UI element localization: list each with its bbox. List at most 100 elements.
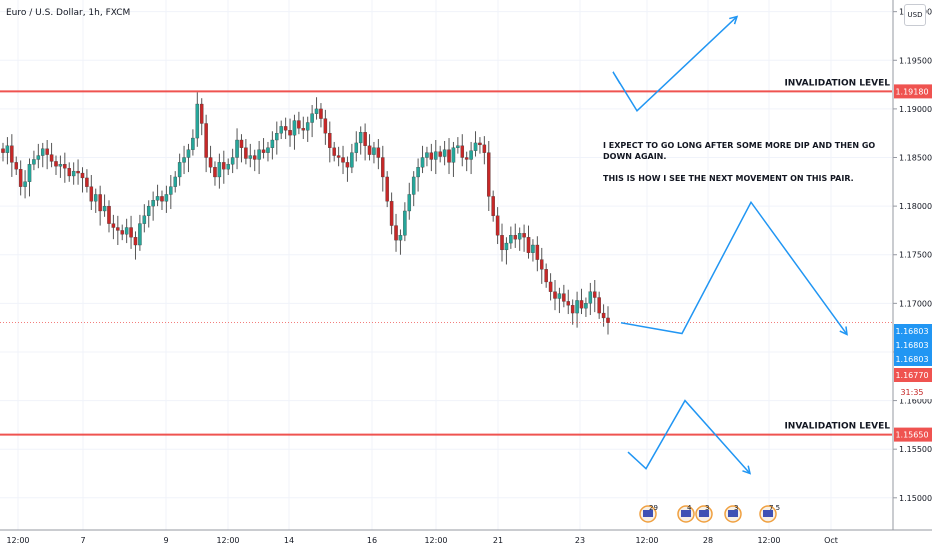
- candle-body: [186, 149, 191, 158]
- candle-body: [394, 225, 398, 241]
- candle: [376, 139, 381, 170]
- candle-body: [464, 157, 469, 160]
- event-icon[interactable]: 29: [639, 504, 658, 523]
- candle-body: [597, 297, 601, 314]
- candle-body: [270, 139, 275, 148]
- candle: [593, 280, 597, 313]
- candle-body: [367, 145, 372, 155]
- candle-body: [155, 196, 160, 201]
- candle-body: [71, 170, 76, 177]
- candle-body: [32, 159, 36, 165]
- y-tick-label: 1.18500: [899, 154, 932, 163]
- scenario-path[interactable]: [612, 15, 738, 113]
- candle-body: [80, 172, 85, 179]
- candle-body: [27, 164, 32, 182]
- candle: [252, 149, 257, 172]
- candle: [566, 289, 571, 315]
- candle-body: [133, 237, 138, 246]
- price-axis[interactable]: 1.200001.195001.190001.185001.180001.175…: [892, 0, 932, 530]
- candle-body: [526, 237, 531, 253]
- candle: [235, 128, 239, 170]
- x-tick-label: 14: [284, 536, 294, 545]
- candle: [398, 229, 403, 255]
- candle-body: [566, 301, 571, 306]
- candle-body: [301, 128, 306, 131]
- candle: [45, 140, 49, 170]
- candle: [239, 134, 244, 163]
- candle-body: [23, 181, 27, 187]
- event-icon[interactable]: 4: [677, 504, 695, 523]
- event-icon[interactable]: 3: [695, 504, 713, 523]
- event-icon[interactable]: 7 5: [759, 504, 780, 523]
- candle-body: [350, 152, 354, 168]
- candle-body: [314, 108, 319, 114]
- candle-body: [473, 142, 478, 151]
- currency-button[interactable]: USD: [904, 4, 926, 26]
- candle: [314, 97, 319, 120]
- candle-body: [588, 291, 593, 304]
- candle-body: [120, 230, 124, 235]
- candle-body: [177, 162, 182, 178]
- flag-field: [699, 510, 709, 517]
- candle: [266, 141, 270, 162]
- candle-body: [230, 157, 235, 165]
- price-tag: [894, 352, 932, 366]
- candle: [526, 225, 531, 259]
- candle: [341, 145, 345, 175]
- x-tick-label: Oct: [824, 536, 838, 545]
- candle: [447, 138, 451, 175]
- candle-body: [575, 300, 579, 314]
- event-icon[interactable]: 3: [724, 504, 742, 523]
- price-tag-label: 31:35: [900, 388, 923, 397]
- scenario-path[interactable]: [627, 399, 751, 474]
- candle: [23, 170, 27, 199]
- arrow-head: [839, 326, 848, 336]
- candle-body: [438, 151, 442, 157]
- candle-body: [288, 130, 292, 136]
- price-tag: [894, 368, 932, 382]
- candle: [80, 167, 85, 193]
- candle: [434, 140, 438, 175]
- candle-body: [513, 235, 518, 240]
- candle-body: [478, 142, 482, 146]
- candle: [292, 114, 297, 150]
- price-tag: [894, 324, 932, 338]
- candle-body: [151, 200, 155, 207]
- candlestick-series: [0, 92, 892, 335]
- arrow-head: [729, 15, 739, 25]
- scenario-path[interactable]: [620, 200, 848, 335]
- scenario-drawings[interactable]: [612, 15, 848, 475]
- candle-body: [138, 223, 142, 246]
- y-tick-label: 1.15500: [899, 445, 932, 454]
- candle-body: [593, 291, 597, 298]
- candle: [222, 150, 226, 184]
- x-tick-label: 12:00: [635, 536, 658, 545]
- candle: [548, 273, 553, 301]
- candle: [155, 184, 160, 207]
- candle-body: [517, 233, 522, 240]
- candle: [275, 121, 279, 155]
- candle: [151, 191, 155, 221]
- candle: [504, 237, 509, 265]
- time-axis[interactable]: 12:00 7 9 12:00 14 16 12:00 21 23 12:00 28 12:00 Oct: [0, 529, 932, 545]
- candle-body: [54, 161, 58, 167]
- price-tag-label: 1.16803: [895, 327, 928, 336]
- symbol-title: Euro / U.S. Dollar, 1h, FXCM: [6, 8, 131, 18]
- event-count: 3: [705, 504, 709, 512]
- candle: [76, 159, 80, 185]
- candle-body: [239, 139, 244, 148]
- candle-body: [531, 244, 535, 253]
- candle: [544, 263, 548, 288]
- invalidation-label: INVALIDATION LEVEL: [784, 422, 890, 432]
- candle: [323, 109, 328, 145]
- candle: [173, 171, 177, 193]
- candle-body: [411, 176, 416, 195]
- economic-events[interactable]: 29 4 3 3 7 5: [639, 504, 780, 523]
- candle: [531, 239, 535, 262]
- candle: [411, 171, 416, 207]
- x-tick-label: 7: [80, 536, 85, 545]
- candle-body: [460, 145, 465, 158]
- candle: [389, 192, 394, 235]
- candle: [301, 116, 306, 140]
